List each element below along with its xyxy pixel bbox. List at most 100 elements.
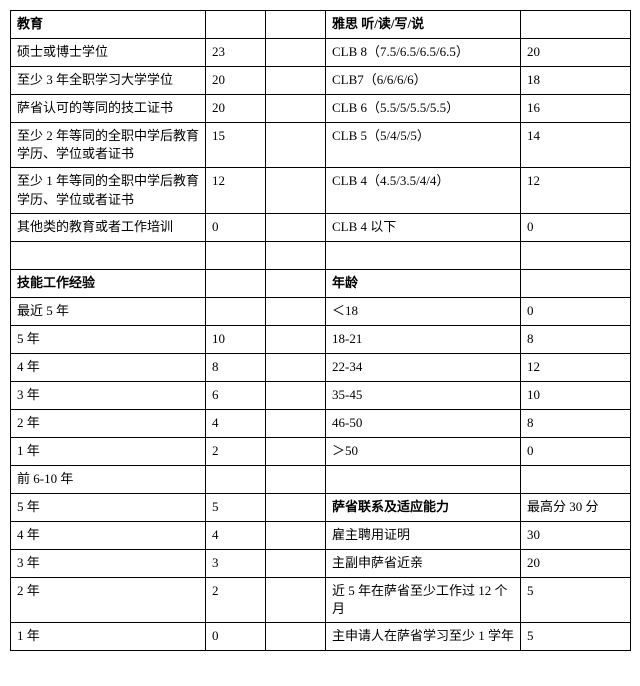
table-cell: 年龄 xyxy=(326,269,521,297)
table-cell: 20 xyxy=(521,549,631,577)
table-cell: ＜18 xyxy=(326,297,521,325)
table-cell: 20 xyxy=(206,95,266,123)
table-cell: 4 年 xyxy=(11,353,206,381)
table-row: 硕士或博士学位23CLB 8（7.5/6.5/6.5/6.5）20 xyxy=(11,39,631,67)
table-cell: 前 6-10 年 xyxy=(11,465,206,493)
table-cell xyxy=(266,465,326,493)
table-row: 5 年1018-218 xyxy=(11,325,631,353)
table-cell xyxy=(266,11,326,39)
table-cell xyxy=(206,465,266,493)
table-cell: 萨省联系及适应能力 xyxy=(326,493,521,521)
table-cell xyxy=(266,325,326,353)
table-row: 萨省认可的等同的技工证书20CLB 6（5.5/5/5.5/5.5）16 xyxy=(11,95,631,123)
table-cell xyxy=(266,577,326,622)
table-cell: 30 xyxy=(521,521,631,549)
table-cell: 5 年 xyxy=(11,493,206,521)
table-cell: 18 xyxy=(521,67,631,95)
table-cell xyxy=(266,409,326,437)
table-cell: 5 xyxy=(521,623,631,651)
table-cell: 14 xyxy=(521,123,631,168)
table-cell xyxy=(326,241,521,269)
table-cell: 35-45 xyxy=(326,381,521,409)
table-cell: 至少 3 年全职学习大学学位 xyxy=(11,67,206,95)
table-row: 至少 3 年全职学习大学学位20CLB7（6/6/6/6）18 xyxy=(11,67,631,95)
table-cell: 至少 2 年等同的全职中学后教育学历、学位或者证书 xyxy=(11,123,206,168)
table-cell xyxy=(266,168,326,213)
table-cell: 5 xyxy=(521,577,631,622)
table-cell: 12 xyxy=(521,353,631,381)
table-row: 至少 2 年等同的全职中学后教育学历、学位或者证书15 CLB 5（5/4/5/5… xyxy=(11,123,631,168)
table-cell: 4 xyxy=(206,409,266,437)
table-cell xyxy=(266,437,326,465)
table-cell: 技能工作经验 xyxy=(11,269,206,297)
table-cell: 萨省认可的等同的技工证书 xyxy=(11,95,206,123)
table-cell xyxy=(266,241,326,269)
table-cell xyxy=(266,39,326,67)
table-row: 3 年3主副申萨省近亲20 xyxy=(11,549,631,577)
table-cell: 8 xyxy=(206,353,266,381)
table-row xyxy=(11,241,631,269)
table-row: 5 年5萨省联系及适应能力最高分 30 分 xyxy=(11,493,631,521)
table-cell: 2 年 xyxy=(11,577,206,622)
table-row: 4 年4雇主聘用证明30 xyxy=(11,521,631,549)
table-cell: 近 5 年在萨省至少工作过 12 个月 xyxy=(326,577,521,622)
table-cell: 10 xyxy=(206,325,266,353)
table-row: 至少 1 年等同的全职中学后教育学历、学位或者证书12CLB 4（4.5/3.5… xyxy=(11,168,631,213)
table-cell xyxy=(266,521,326,549)
table-cell xyxy=(11,241,206,269)
table-cell: 最近 5 年 xyxy=(11,297,206,325)
table-cell xyxy=(266,381,326,409)
table-cell: 6 xyxy=(206,381,266,409)
table-cell: CLB 4 以下 xyxy=(326,213,521,241)
table-cell xyxy=(266,353,326,381)
table-cell: 10 xyxy=(521,381,631,409)
table-row: 最近 5 年 ＜180 xyxy=(11,297,631,325)
table-cell: 0 xyxy=(521,297,631,325)
table-cell: 15 xyxy=(206,123,266,168)
table-cell: CLB 5（5/4/5/5） xyxy=(326,123,521,168)
table-cell: 8 xyxy=(521,409,631,437)
table-cell: 3 xyxy=(206,549,266,577)
table-cell: 20 xyxy=(206,67,266,95)
table-cell: 主申请人在萨省学习至少 1 学年 xyxy=(326,623,521,651)
table-cell: 1 年 xyxy=(11,437,206,465)
table-row: 1 年0主申请人在萨省学习至少 1 学年5 xyxy=(11,623,631,651)
table-cell: 3 年 xyxy=(11,381,206,409)
table-cell xyxy=(266,549,326,577)
table-row: 4 年8 22-3412 xyxy=(11,353,631,381)
table-cell: 最高分 30 分 xyxy=(521,493,631,521)
table-cell: 16 xyxy=(521,95,631,123)
table-cell: 22-34 xyxy=(326,353,521,381)
table-row: 技能工作经验 年龄 xyxy=(11,269,631,297)
table-cell: 46-50 xyxy=(326,409,521,437)
table-cell: 至少 1 年等同的全职中学后教育学历、学位或者证书 xyxy=(11,168,206,213)
table-cell xyxy=(521,269,631,297)
table-cell: 4 xyxy=(206,521,266,549)
table-cell: 3 年 xyxy=(11,549,206,577)
table-cell xyxy=(206,11,266,39)
table-cell xyxy=(521,465,631,493)
table-row: 2 年2 近 5 年在萨省至少工作过 12 个月5 xyxy=(11,577,631,622)
scoring-table: 教育雅思 听/读/写/说硕士或博士学位23CLB 8（7.5/6.5/6.5/6… xyxy=(10,10,631,651)
table-cell xyxy=(266,95,326,123)
table-cell xyxy=(521,11,631,39)
table-cell: 8 xyxy=(521,325,631,353)
table-cell: 雇主聘用证明 xyxy=(326,521,521,549)
table-cell: 雅思 听/读/写/说 xyxy=(326,11,521,39)
table-cell: 18-21 xyxy=(326,325,521,353)
table-cell xyxy=(206,269,266,297)
table-cell xyxy=(266,493,326,521)
table-cell xyxy=(266,297,326,325)
table-cell xyxy=(266,213,326,241)
table-cell xyxy=(266,623,326,651)
table-cell xyxy=(326,465,521,493)
table-cell xyxy=(266,123,326,168)
table-cell: 2 年 xyxy=(11,409,206,437)
table-row: 其他类的教育或者工作培训0CLB 4 以下0 xyxy=(11,213,631,241)
table-cell: 1 年 xyxy=(11,623,206,651)
table-cell: 2 xyxy=(206,577,266,622)
table-cell: 其他类的教育或者工作培训 xyxy=(11,213,206,241)
table-cell: 硕士或博士学位 xyxy=(11,39,206,67)
table-cell: ＞50 xyxy=(326,437,521,465)
table-cell xyxy=(266,269,326,297)
